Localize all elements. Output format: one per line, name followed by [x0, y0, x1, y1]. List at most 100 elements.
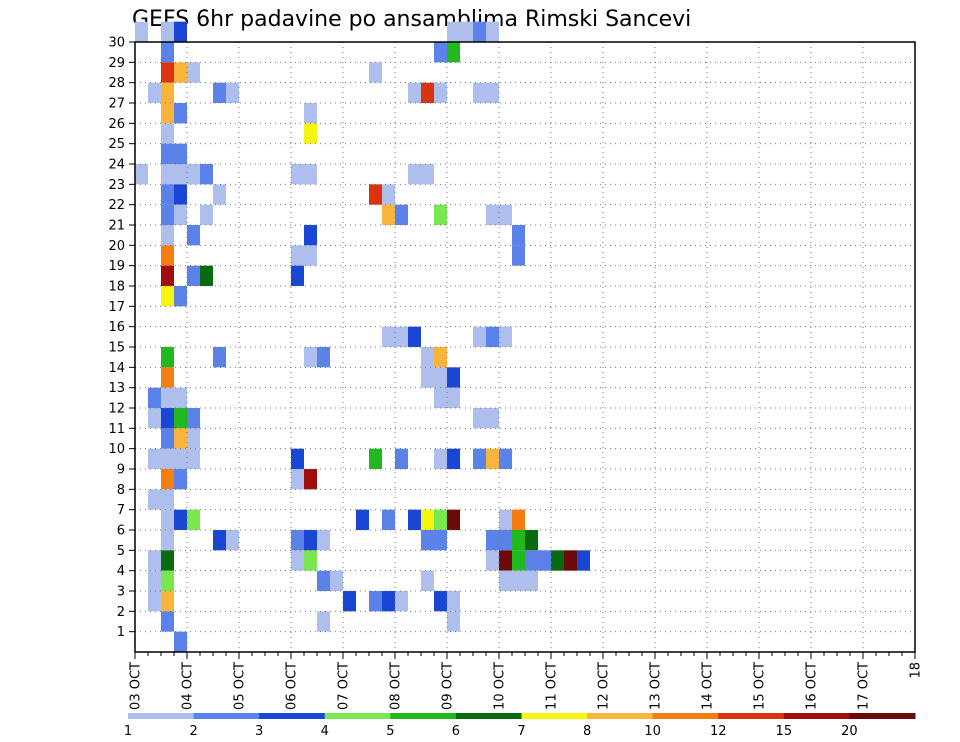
heat-cell [499, 509, 512, 530]
y-tick-label: 24 [108, 158, 125, 173]
heat-cell [161, 21, 174, 42]
heat-cell [499, 204, 512, 225]
y-axis: 1234567891011121314151617181920212223242… [108, 36, 135, 640]
x-tick-label: 14 OCT [701, 662, 716, 710]
heat-cell [200, 204, 213, 225]
heat-cell [473, 21, 486, 42]
heat-cell [486, 326, 499, 347]
x-tick-label: 12 OCT [597, 662, 612, 710]
y-tick-label: 17 [108, 300, 125, 315]
x-axis: 03 OCT 04 OCT 05 OCT 06 OCT 07 OCT 08 OCT 09 O… [129, 652, 924, 710]
heat-cell [369, 591, 382, 612]
y-tick-label: 22 [108, 198, 125, 213]
heat-cell [161, 204, 174, 225]
colorbar-swatch [390, 713, 457, 719]
heat-cell [148, 408, 161, 429]
heat-cell [369, 448, 382, 469]
y-tick-label: 3 [117, 585, 125, 600]
heat-cell [135, 21, 148, 42]
heat-cell [148, 489, 161, 510]
heat-cell [161, 286, 174, 307]
heat-cell [512, 225, 525, 246]
x-tick-label: 08 OCT [389, 662, 404, 710]
heat-cell [382, 509, 395, 530]
heat-cell [473, 448, 486, 469]
heat-cell [187, 265, 200, 286]
heat-cell [304, 164, 317, 185]
heat-cell [304, 225, 317, 246]
y-tick-label: 9 [117, 463, 125, 478]
heat-cell [161, 225, 174, 246]
heat-cell [499, 326, 512, 347]
y-tick-label: 2 [117, 605, 125, 620]
heat-cell [512, 550, 525, 571]
heat-cell [161, 82, 174, 103]
heat-cell [447, 387, 460, 408]
heat-cell [447, 367, 460, 388]
colorbar-swatch [259, 713, 326, 719]
heat-cell [161, 489, 174, 510]
heat-cell [395, 591, 408, 612]
heat-cell [291, 164, 304, 185]
colorbar-swatch [193, 713, 260, 719]
heat-cell [161, 265, 174, 286]
colorbar-swatch [783, 713, 850, 719]
heat-cell [291, 530, 304, 551]
y-tick-label: 28 [108, 76, 125, 91]
y-tick-label: 11 [108, 422, 125, 437]
heat-cell [460, 21, 473, 42]
heat-cell [512, 530, 525, 551]
colorbar-label: 7 [517, 724, 525, 739]
x-tick-label: 05 OCT [233, 662, 248, 710]
colorbar: 1 2 3 4 5 6 7 8 10 12 15 20 [124, 713, 916, 739]
colorbar-swatch [324, 713, 391, 719]
heat-cell [187, 509, 200, 530]
heat-cell [473, 408, 486, 429]
cells-layer [135, 21, 590, 652]
grid-layer [135, 41, 915, 652]
x-tick-label: 17 OCT [857, 662, 872, 710]
heat-cell [161, 408, 174, 429]
heat-cell [291, 550, 304, 571]
heat-cell [512, 245, 525, 266]
y-tick-label: 15 [108, 341, 125, 356]
heat-cell [187, 164, 200, 185]
colorbar-label: 4 [321, 724, 329, 739]
y-tick-label: 5 [117, 544, 125, 559]
heat-cell [447, 21, 460, 42]
colorbar-label: 6 [452, 724, 460, 739]
heat-cell [304, 530, 317, 551]
y-tick-label: 14 [108, 361, 125, 376]
colorbar-swatch [849, 713, 916, 719]
heat-cell [421, 509, 434, 530]
heat-cell [382, 204, 395, 225]
heat-cell [148, 448, 161, 469]
x-tick-label: 03 OCT [129, 662, 144, 710]
heat-cell [304, 123, 317, 144]
heat-cell [174, 448, 187, 469]
y-tick-label: 4 [117, 564, 125, 579]
heat-cell [187, 428, 200, 449]
x-tick-label: 04 OCT [181, 662, 196, 710]
heat-cell [174, 103, 187, 124]
heat-cell [421, 367, 434, 388]
colorbar-label: 8 [583, 724, 591, 739]
heat-cell [395, 326, 408, 347]
heat-cell [291, 265, 304, 286]
colorbar-swatch [652, 713, 719, 719]
heat-cell [161, 530, 174, 551]
heat-cell [200, 164, 213, 185]
y-tick-label: 13 [108, 381, 125, 396]
heat-cell [174, 21, 187, 42]
heat-cell [213, 347, 226, 368]
heat-cell [486, 82, 499, 103]
y-tick-label: 19 [108, 259, 125, 274]
heat-cell [187, 408, 200, 429]
colorbar-label: 2 [189, 724, 197, 739]
heat-cell [317, 611, 330, 632]
heat-cell [499, 570, 512, 591]
heat-cell [473, 82, 486, 103]
colorbar-swatch [718, 713, 785, 719]
heat-cell [161, 347, 174, 368]
